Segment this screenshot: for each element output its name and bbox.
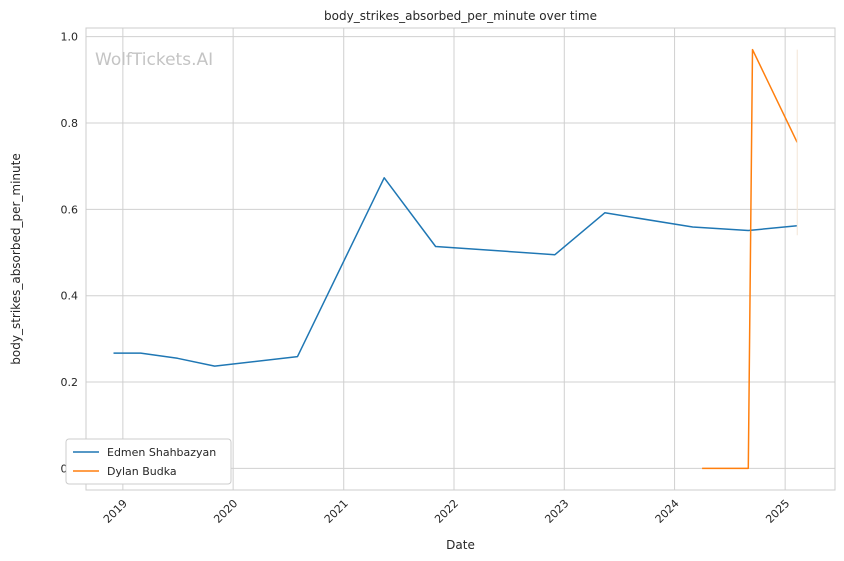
- x-tick-label: 2020: [211, 497, 240, 526]
- legend-label: Edmen Shahbazyan: [107, 446, 216, 459]
- x-axis-ticks: 2019 2020 2021 2022 2023 2024 2025: [101, 497, 792, 526]
- series-line-1: [702, 48, 798, 470]
- x-tick-label: 2021: [322, 497, 351, 526]
- plot-area: [86, 28, 835, 490]
- y-axis-label: body_strikes_absorbed_per_minute: [9, 153, 23, 364]
- y-tick-label: 1.0: [61, 31, 79, 44]
- series-line-0: [113, 177, 798, 367]
- chart-title: body_strikes_absorbed_per_minute over ti…: [324, 9, 597, 23]
- y-tick-label: 0.8: [61, 117, 79, 130]
- x-tick-label: 2024: [653, 497, 682, 526]
- x-tick-label: 2022: [432, 497, 461, 526]
- y-tick-label: 0.4: [61, 290, 79, 303]
- watermark-text: WolfTickets.AI: [95, 50, 213, 70]
- series-lines: [113, 48, 798, 470]
- y-tick-label: 0.2: [61, 376, 79, 389]
- x-tick-label: 2019: [101, 497, 130, 526]
- x-tick-label: 2023: [542, 497, 571, 526]
- legend-label: Dylan Budka: [107, 465, 177, 478]
- legend-box: [65, 438, 232, 485]
- y-tick-label: 0.6: [61, 203, 79, 216]
- y-axis-ticks: 0.00.20.40.60.81.0: [61, 31, 79, 476]
- x-axis-label: Date: [446, 538, 475, 552]
- plot-frame: [85, 27, 836, 491]
- grid: [86, 28, 835, 490]
- legend: Edmen Shahbazyan Dylan Budka: [65, 438, 232, 485]
- x-tick-label: 2025: [763, 497, 792, 526]
